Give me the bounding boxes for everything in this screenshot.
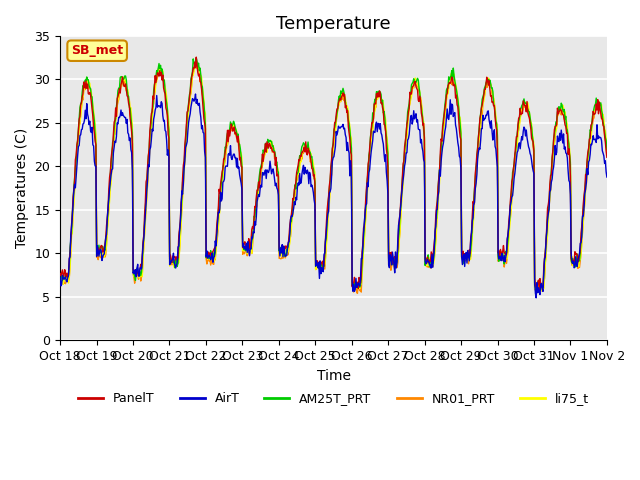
Legend: PanelT, AirT, AM25T_PRT, NR01_PRT, li75_t: PanelT, AirT, AM25T_PRT, NR01_PRT, li75_… bbox=[73, 387, 594, 410]
Text: SB_met: SB_met bbox=[71, 44, 124, 57]
Title: Temperature: Temperature bbox=[276, 15, 391, 33]
X-axis label: Time: Time bbox=[317, 369, 351, 383]
Y-axis label: Temperatures (C): Temperatures (C) bbox=[15, 128, 29, 248]
